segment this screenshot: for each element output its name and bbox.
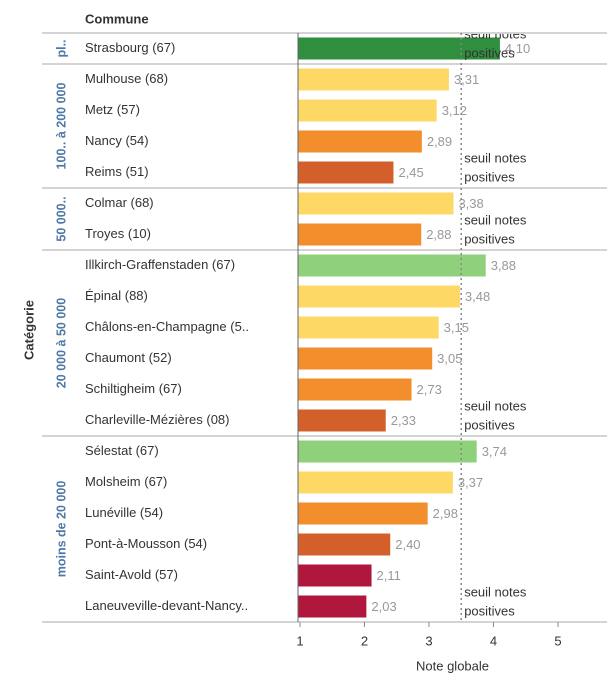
category-label: Châlons-en-Champagne (5.. bbox=[85, 319, 249, 334]
reference-label: seuil notes bbox=[464, 584, 527, 599]
value-label: 3,15 bbox=[444, 320, 469, 335]
category-label: Strasbourg (67) bbox=[85, 40, 175, 55]
category-label: Charleville-Mézières (08) bbox=[85, 412, 230, 427]
x-tick-label: 1 bbox=[296, 633, 303, 648]
value-label: 2,40 bbox=[395, 537, 420, 552]
value-label: 2,89 bbox=[427, 134, 452, 149]
bar bbox=[298, 130, 422, 153]
row-header: Commune bbox=[85, 11, 149, 26]
bar bbox=[298, 285, 460, 308]
category-label: Colmar (68) bbox=[85, 195, 154, 210]
group-label: 100.. à 200 000 bbox=[54, 83, 68, 170]
x-tick-label: 5 bbox=[554, 633, 561, 648]
bar bbox=[298, 440, 477, 463]
bar bbox=[298, 533, 391, 556]
reference-label: positives bbox=[464, 45, 515, 60]
group-label: pl.. bbox=[54, 39, 68, 57]
value-label: 2,98 bbox=[433, 506, 458, 521]
value-label: 3,31 bbox=[454, 72, 479, 87]
category-label: Illkirch-Graffenstaden (67) bbox=[85, 257, 235, 272]
category-label: Saint-Avold (57) bbox=[85, 567, 178, 582]
reference-label-group: seuil notes positives bbox=[464, 584, 527, 618]
category-label: Reims (51) bbox=[85, 164, 149, 179]
group-label: 50 000.. bbox=[54, 196, 68, 241]
x-tick-label: 3 bbox=[425, 633, 432, 648]
bar bbox=[298, 502, 428, 525]
category-label: Metz (57) bbox=[85, 102, 140, 117]
bar bbox=[298, 347, 433, 370]
reference-label: seuil notes bbox=[464, 150, 527, 165]
value-label: 3,48 bbox=[465, 289, 490, 304]
value-label: 2,33 bbox=[391, 413, 416, 428]
bar bbox=[298, 254, 486, 277]
value-label: 3,12 bbox=[442, 103, 467, 118]
category-label: Laneuveville-devant-Nancy.. bbox=[85, 598, 248, 613]
category-label: Mulhouse (68) bbox=[85, 71, 168, 86]
bar bbox=[298, 409, 386, 432]
reference-label: seuil notes bbox=[464, 26, 527, 41]
reference-label: positives bbox=[464, 603, 515, 618]
category-label: Sélestat (67) bbox=[85, 443, 159, 458]
reference-label: positives bbox=[464, 231, 515, 246]
x-axis-title: Note globale bbox=[416, 658, 489, 673]
value-label: 3,38 bbox=[458, 196, 483, 211]
category-label: Lunéville (54) bbox=[85, 505, 163, 520]
reference-label: seuil notes bbox=[464, 212, 527, 227]
bar bbox=[298, 564, 372, 587]
value-label: 2,88 bbox=[426, 227, 451, 242]
category-label: Molsheim (67) bbox=[85, 474, 167, 489]
value-label: 2,45 bbox=[398, 165, 423, 180]
bar bbox=[298, 37, 500, 60]
value-label: 3,88 bbox=[491, 258, 516, 273]
category-label: Schiltigheim (67) bbox=[85, 381, 182, 396]
reference-label: seuil notes bbox=[464, 398, 527, 413]
value-label: 3,74 bbox=[482, 444, 507, 459]
bar bbox=[298, 471, 453, 494]
value-label: 2,03 bbox=[371, 599, 396, 614]
bar bbox=[298, 316, 439, 339]
bar bbox=[298, 223, 422, 246]
group-header: Catégorie bbox=[21, 300, 36, 360]
bar bbox=[298, 595, 367, 618]
bar bbox=[298, 68, 449, 91]
reference-label-group: seuil notes positives bbox=[464, 398, 527, 432]
bar bbox=[298, 99, 437, 122]
category-label: Nancy (54) bbox=[85, 133, 149, 148]
bar bbox=[298, 378, 412, 401]
bar bbox=[298, 192, 454, 215]
value-label: 3,05 bbox=[437, 351, 462, 366]
reference-label-group: seuil notes positives bbox=[464, 150, 527, 184]
x-tick-label: 2 bbox=[361, 633, 368, 648]
category-label: Troyes (10) bbox=[85, 226, 151, 241]
value-label: 2,73 bbox=[417, 382, 442, 397]
category-label: Chaumont (52) bbox=[85, 350, 172, 365]
reference-label: positives bbox=[464, 417, 515, 432]
reference-label-group: seuil notes positives bbox=[464, 26, 527, 60]
group-label: 20 000 à 50 000 bbox=[54, 298, 68, 388]
value-label: 2,11 bbox=[377, 568, 401, 583]
bar bbox=[298, 161, 394, 184]
category-label: Pont-à-Mousson (54) bbox=[85, 536, 207, 551]
reference-label: positives bbox=[464, 169, 515, 184]
category-label: Épinal (88) bbox=[85, 288, 148, 303]
group-label: moins de 20 000 bbox=[54, 481, 68, 578]
value-label: 3,37 bbox=[458, 475, 483, 490]
reference-label-group: seuil notes positives bbox=[464, 212, 527, 246]
value-label: 4,10 bbox=[505, 41, 530, 56]
x-tick-label: 4 bbox=[490, 633, 497, 648]
